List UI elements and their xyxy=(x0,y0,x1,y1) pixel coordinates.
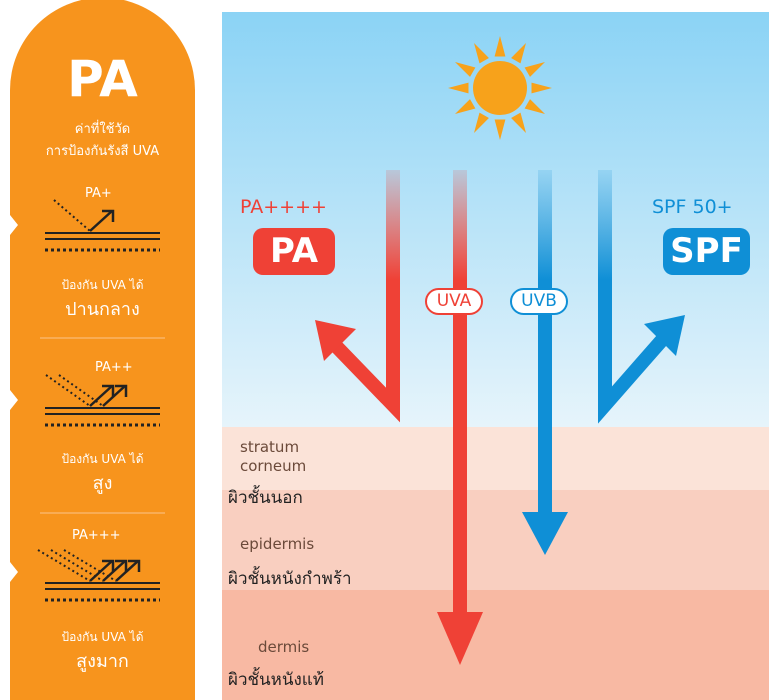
arrowhead xyxy=(437,612,483,665)
sun-ray xyxy=(494,119,506,140)
arrowhead xyxy=(644,315,685,356)
reflection xyxy=(89,560,113,582)
sun-ray xyxy=(511,43,526,64)
reflected-uvb xyxy=(598,170,668,424)
panel-subtitle: ค่าที่ใช้วัด xyxy=(74,122,131,137)
layer-band xyxy=(222,590,769,700)
ray xyxy=(45,374,91,407)
ray xyxy=(37,549,91,582)
level-caption: ป้องกัน UVA ได้ xyxy=(61,278,144,292)
level-rating: สูง xyxy=(92,473,113,494)
level-rating: สูงมาก xyxy=(76,651,129,672)
spf-badge: SPF xyxy=(663,228,750,275)
level-caption: ป้องกัน UVA ได้ xyxy=(61,452,144,466)
sun-ray xyxy=(531,82,552,94)
reflection xyxy=(102,560,126,582)
level-label: PA++ xyxy=(95,360,133,375)
sun-ray xyxy=(511,112,526,133)
ray xyxy=(63,549,117,582)
reflection xyxy=(89,210,113,232)
layer-name: stratum corneum xyxy=(240,438,307,475)
layer-name: epidermis xyxy=(240,535,315,553)
layer-band xyxy=(222,427,769,490)
arrowhead xyxy=(315,320,356,361)
pa-rating: PA++++ xyxy=(240,196,327,218)
sun-ray xyxy=(524,99,545,114)
ray xyxy=(50,549,104,582)
level-caption: ป้องกัน UVA ได้ xyxy=(61,630,144,644)
sun-ray xyxy=(474,112,489,133)
level-rating: ปานกลาง xyxy=(65,299,140,320)
reflection-head xyxy=(102,384,115,397)
sun-ray xyxy=(455,99,476,114)
reflection-head xyxy=(102,209,115,222)
reflection-head xyxy=(115,559,128,572)
ray xyxy=(58,374,104,407)
panel-title: PA xyxy=(67,50,138,108)
layer-thai: ผิวชั้นหนังกำพร้า xyxy=(228,569,352,589)
reflection xyxy=(89,385,113,407)
reflection-head xyxy=(102,559,115,572)
sun xyxy=(473,61,527,115)
level-label: PA+ xyxy=(85,186,112,201)
panel-subtitle: การป้องกันรังสี UVA xyxy=(45,144,160,159)
sun-ray xyxy=(474,43,489,64)
uva-label: UVA xyxy=(425,288,483,315)
level-label: PA+++ xyxy=(72,528,121,543)
spf-rating: SPF 50+ xyxy=(652,196,733,218)
arrowhead xyxy=(522,512,568,555)
uvb-label: UVB xyxy=(510,288,568,315)
notch xyxy=(10,390,18,410)
reflection xyxy=(102,385,126,407)
reflection xyxy=(115,560,139,582)
reflection-head xyxy=(128,559,141,572)
sun-ray xyxy=(448,82,469,94)
sun-ray xyxy=(494,36,506,57)
reflected-uva xyxy=(329,170,400,423)
layer-band xyxy=(222,490,769,590)
reflection-head xyxy=(115,384,128,397)
pa-badge: PA xyxy=(253,228,335,275)
layer-thai: ผิวชั้นนอก xyxy=(228,488,303,508)
notch xyxy=(10,562,18,582)
sun-ray xyxy=(524,62,545,77)
notch xyxy=(10,215,18,235)
layer-thai: ผิวชั้นหนังแท้ xyxy=(228,670,324,690)
sun-ray xyxy=(455,62,476,77)
layer-name: dermis xyxy=(258,638,310,656)
left-panel xyxy=(10,0,195,700)
